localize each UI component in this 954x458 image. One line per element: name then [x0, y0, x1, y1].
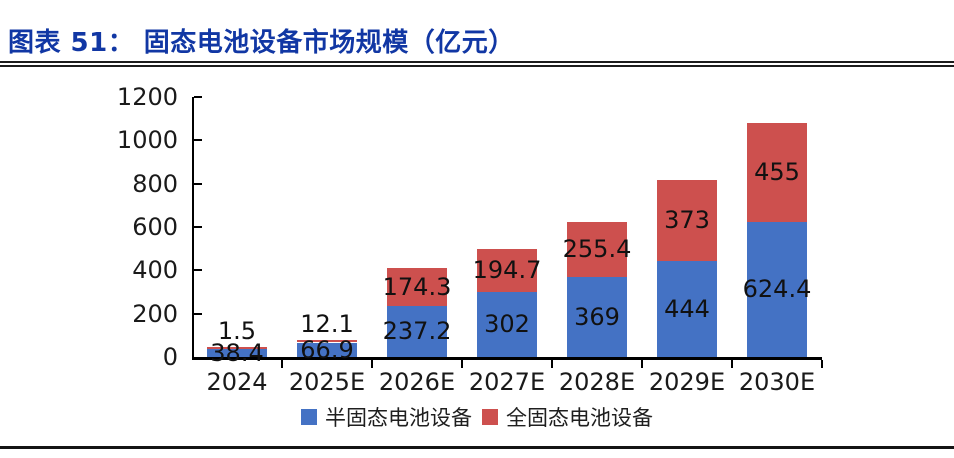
bar-segment-semi-solid [297, 342, 357, 357]
bar-value-label: 302 [484, 310, 530, 339]
legend: 半固态电池设备 全固态电池设备 [0, 403, 954, 431]
bar-value-label: 455 [754, 158, 800, 187]
title-divider [0, 61, 954, 67]
bar-segment-all-solid [747, 123, 807, 222]
y-axis-tick [194, 96, 202, 98]
y-axis-label: 800 [132, 169, 178, 198]
legend-label: 全固态电池设备 [506, 406, 653, 430]
x-axis-tick [281, 360, 283, 368]
y-axis-tick [194, 139, 202, 142]
bar-value-label: 38.4 [210, 338, 264, 367]
bar-value-label: 1.5 [217, 316, 257, 345]
x-axis-label: 2027E [468, 368, 546, 396]
y-axis-tick [194, 312, 202, 315]
bar-segment-semi-solid [657, 260, 717, 357]
legend-item: 半固态电池设备 [301, 402, 472, 432]
bar-segment-all-solid [207, 346, 267, 349]
y-axis-label: 600 [132, 213, 178, 241]
x-axis-tick [641, 360, 643, 368]
x-axis-label: 2030E [738, 368, 816, 396]
x-axis-label: 2028E [558, 368, 636, 396]
bar-value-label: 174.3 [382, 272, 452, 301]
y-axis-label: 200 [132, 299, 178, 328]
x-axis-tick [461, 360, 463, 368]
bar-segment-all-solid [477, 249, 537, 292]
bar-segment-semi-solid [477, 291, 537, 357]
bar-segment-semi-solid [567, 277, 627, 357]
bar-segment-all-solid [387, 267, 447, 306]
x-axis-label: 2024 [206, 368, 268, 396]
x-axis-tick [371, 360, 373, 368]
bar-value-label: 373 [664, 206, 710, 235]
x-axis-tick [821, 360, 823, 368]
y-axis-tick [194, 182, 202, 185]
bar-value-label: 237.2 [382, 317, 452, 346]
bar-segment-all-solid [657, 179, 717, 261]
bottom-divider [0, 446, 954, 449]
bar-segment-semi-solid [207, 348, 267, 357]
x-axis-tick [731, 360, 733, 368]
x-axis-tick [551, 360, 553, 368]
bar-segment-semi-solid [747, 221, 807, 357]
y-axis-label: 1000 [116, 126, 178, 155]
bar-value-label: 624.4 [742, 275, 812, 304]
bar-value-label: 444 [664, 294, 710, 323]
bar-value-label: 12.1 [300, 309, 354, 338]
chart-title: 图表 51： 固态电池设备市场规模（亿元） [8, 28, 515, 58]
x-axis-line [192, 357, 822, 360]
bar-value-label: 255.4 [562, 235, 632, 264]
bar-value-label: 194.7 [472, 256, 542, 285]
y-axis-tick [194, 269, 202, 272]
bar-segment-semi-solid [387, 305, 447, 357]
y-axis-tick [194, 226, 202, 228]
bar-value-label: 369 [574, 303, 620, 332]
y-axis-label: 1200 [116, 83, 178, 111]
x-axis-label: 2029E [648, 368, 726, 396]
bar-segment-all-solid [567, 221, 627, 278]
legend-swatch-icon [482, 409, 498, 425]
bar-segment-all-solid [297, 339, 357, 343]
x-axis-label: 2025E [288, 368, 366, 396]
legend-item: 全固态电池设备 [482, 402, 653, 432]
y-axis-label: 0 [162, 343, 178, 371]
legend-label: 半固态电池设备 [325, 406, 472, 430]
x-axis-label: 2026E [378, 368, 456, 396]
bar-value-label: 66.9 [300, 335, 354, 364]
legend-swatch-icon [301, 409, 317, 425]
y-axis-line [192, 97, 194, 360]
y-axis-label: 400 [132, 256, 178, 285]
